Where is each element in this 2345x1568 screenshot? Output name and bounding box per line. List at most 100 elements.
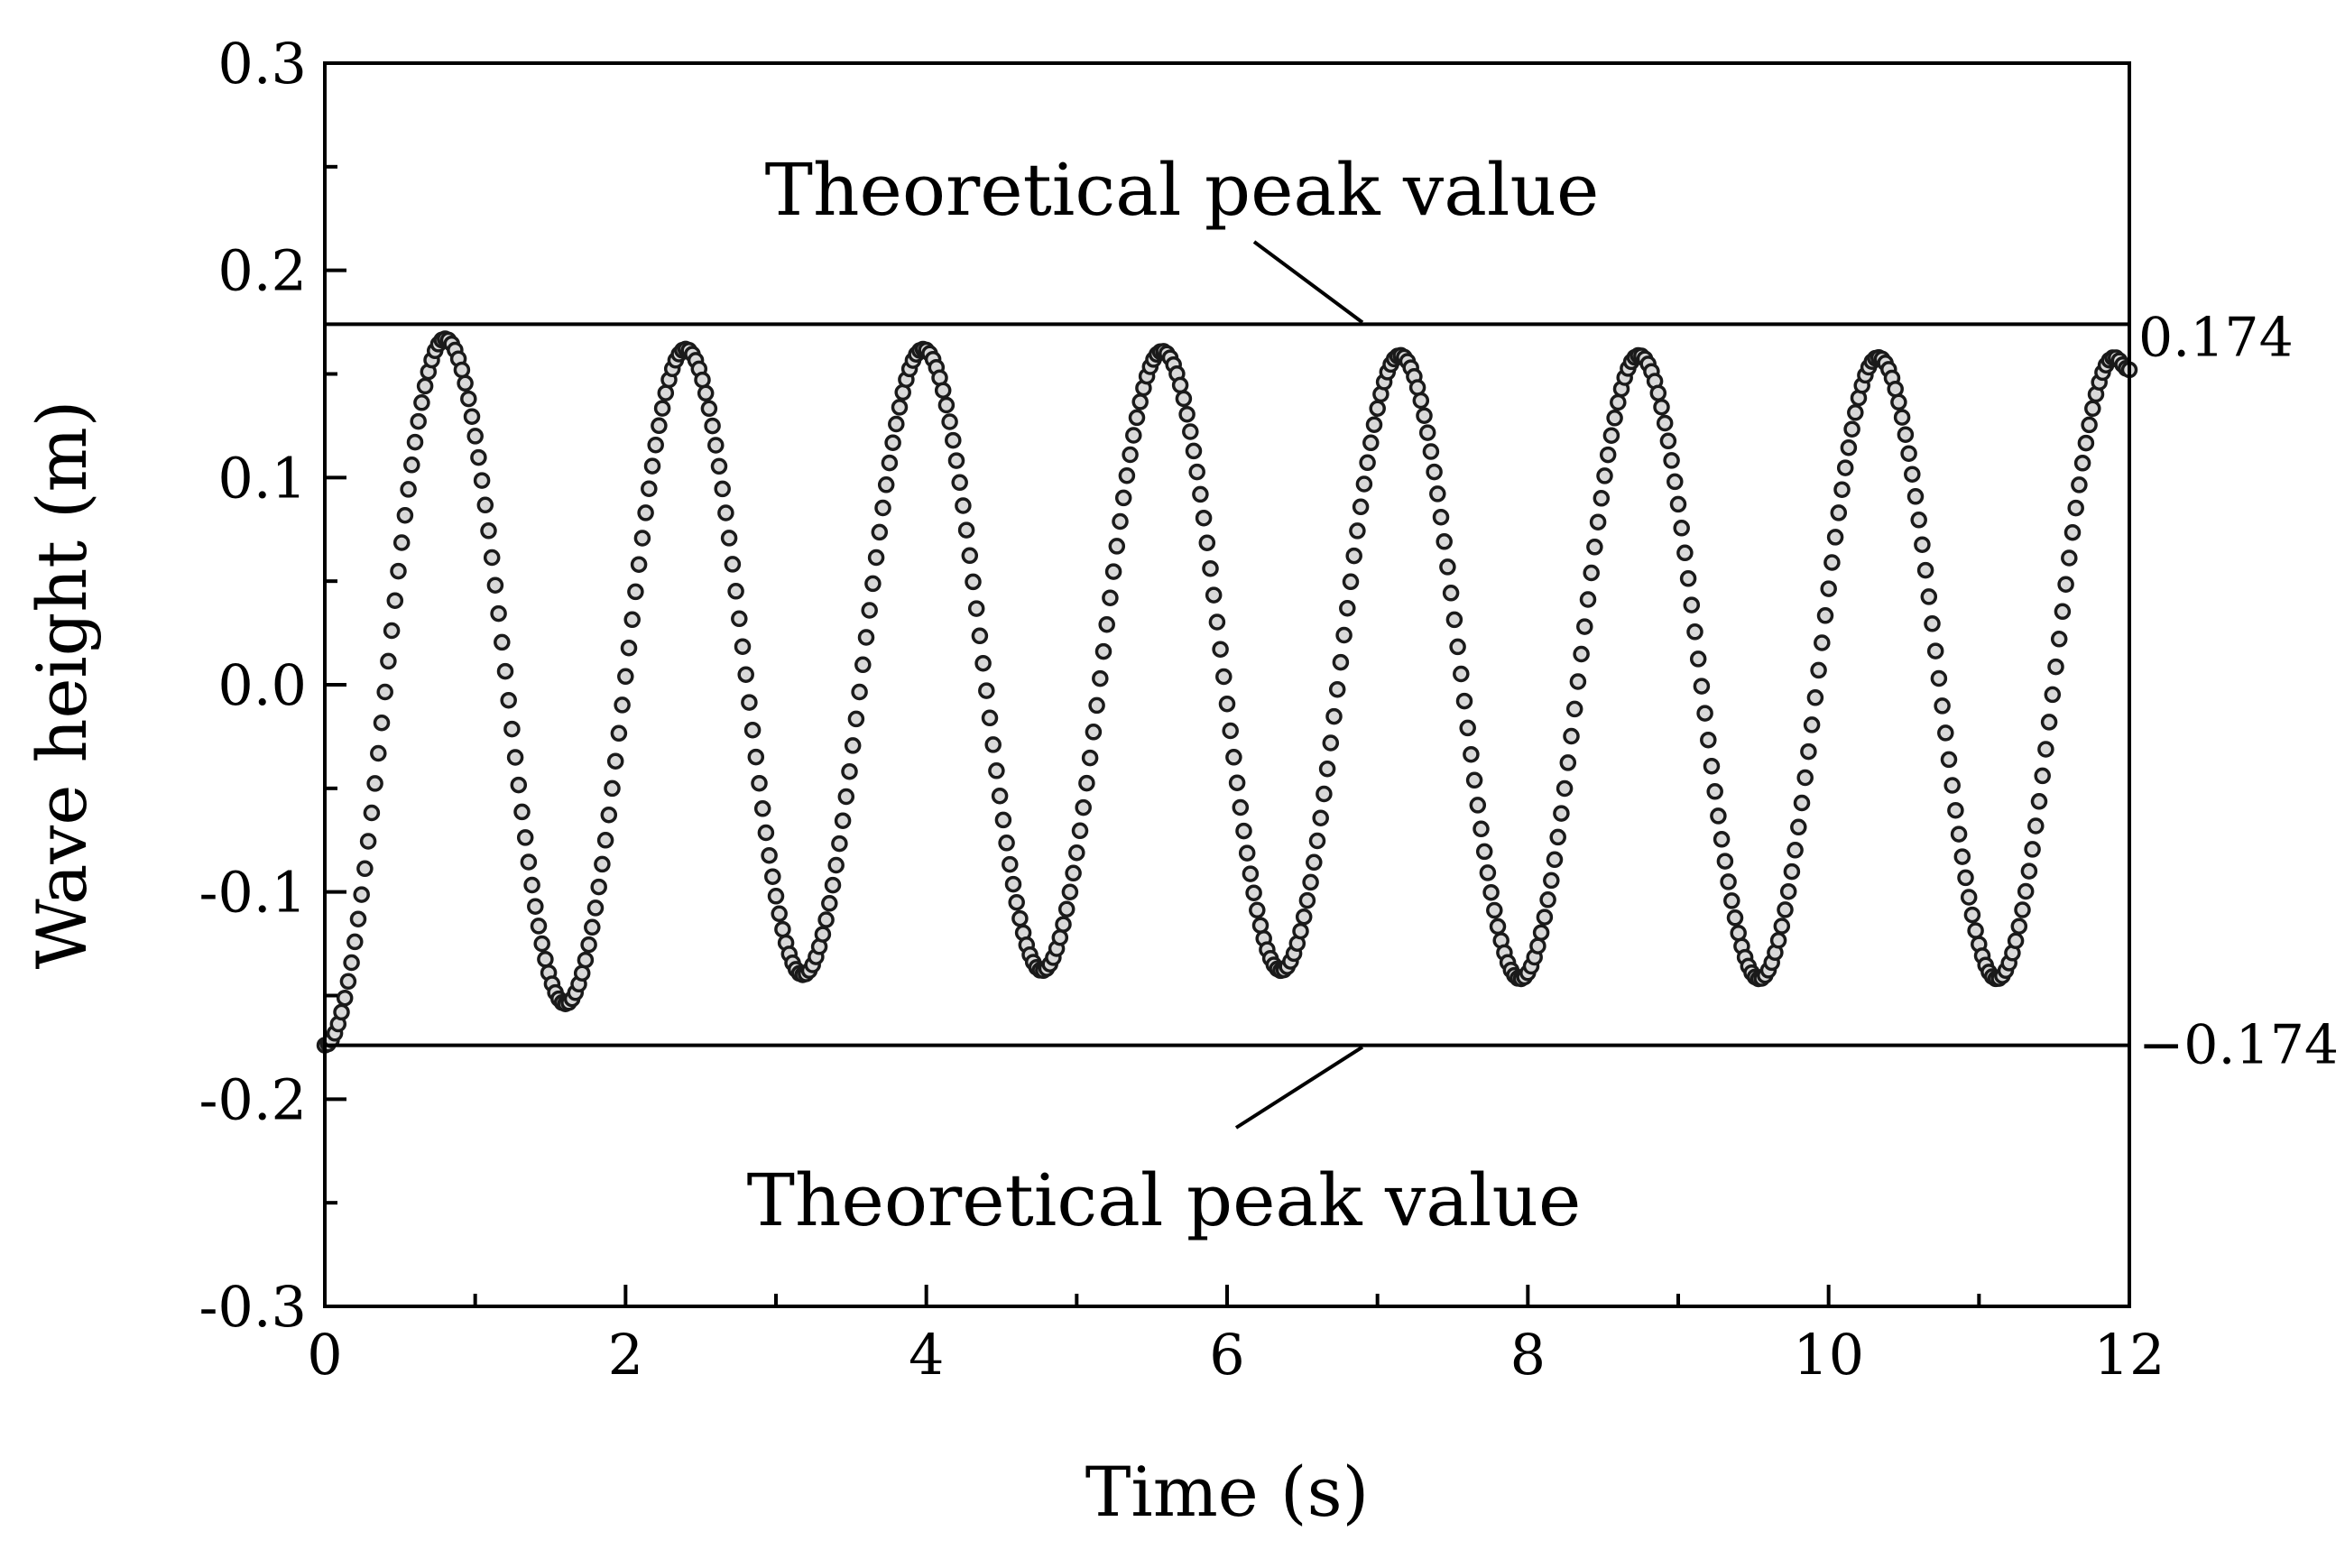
series-marker [1602, 427, 1620, 444]
series-marker [1205, 586, 1223, 604]
series-marker [1963, 906, 1981, 924]
series-marker [877, 476, 895, 493]
series-marker [1004, 875, 1022, 893]
series-marker [814, 926, 832, 943]
series-marker [600, 806, 618, 824]
series-marker [1887, 380, 1904, 398]
series-marker [466, 428, 484, 445]
series-marker [1565, 700, 1583, 718]
y-tick-label: -0.1 [198, 860, 307, 926]
series-marker [510, 776, 528, 794]
series-marker [2047, 658, 2064, 676]
series-marker [955, 497, 972, 514]
series-marker [1539, 891, 1556, 909]
annotation-lower-leader [1234, 1045, 1364, 1130]
series-marker [1445, 611, 1463, 629]
series-marker [761, 846, 778, 864]
series-marker [386, 592, 404, 609]
series-marker [1369, 400, 1386, 417]
series-marker [1251, 917, 1269, 934]
series-marker [1185, 442, 1203, 460]
series-marker [400, 481, 417, 498]
series-marker [1937, 724, 1954, 742]
series-marker [537, 951, 554, 968]
series-marker [584, 918, 601, 936]
series-marker [637, 504, 654, 521]
series-marker [817, 911, 835, 928]
series-marker [1335, 626, 1353, 644]
series-marker [700, 400, 718, 418]
series-marker [500, 691, 517, 709]
series-marker [520, 853, 538, 871]
series-marker [1439, 558, 1456, 576]
series-marker [2024, 841, 2041, 858]
series-marker [630, 556, 648, 573]
series-marker [1071, 822, 1089, 840]
series-marker [694, 371, 711, 389]
series-marker [473, 472, 491, 489]
series-marker [1924, 615, 1941, 632]
series-marker [704, 417, 721, 435]
series-marker [1957, 869, 1974, 887]
series-marker [1532, 924, 1550, 941]
x-tick-label: 6 [1209, 1322, 1244, 1388]
series-marker [1573, 645, 1590, 663]
series-marker [1716, 853, 1734, 870]
series-marker [741, 694, 758, 711]
series-marker [1355, 475, 1373, 493]
series-marker [1322, 734, 1340, 752]
series-marker [1549, 828, 1566, 846]
series-marker [494, 633, 511, 651]
series-marker [333, 1003, 350, 1021]
x-tick-label: 4 [909, 1322, 944, 1388]
series-marker [871, 523, 889, 541]
series-marker [2050, 631, 2068, 648]
series-marker [1786, 842, 1804, 859]
series-marker [339, 973, 357, 991]
series-marker [513, 803, 531, 821]
series-marker [506, 749, 524, 766]
series-marker [620, 639, 638, 657]
series-marker [1679, 570, 1697, 587]
series-marker [2007, 932, 2025, 950]
series-marker [1212, 641, 1229, 658]
series-marker [604, 779, 621, 798]
series-marker [1055, 916, 1072, 933]
series-marker [596, 832, 614, 849]
series-marker [1713, 831, 1731, 848]
series-marker [580, 936, 597, 954]
series-marker [1426, 463, 1443, 481]
series-marker [714, 480, 731, 498]
series-marker [1916, 561, 1934, 579]
series-marker [1352, 498, 1370, 516]
series-marker [1232, 798, 1250, 816]
series-marker [747, 748, 765, 766]
series-marker [573, 964, 591, 982]
series-marker [2063, 523, 2082, 541]
series-marker [827, 856, 845, 874]
series-marker [406, 433, 424, 451]
series-marker [867, 549, 885, 567]
series-marker [994, 811, 1012, 829]
series-marker [1686, 623, 1703, 641]
series-marker [1683, 596, 1701, 613]
series-marker [453, 361, 471, 379]
series-marker [1960, 889, 1978, 906]
series-marker [336, 989, 354, 1007]
series-marker [1459, 719, 1476, 737]
series-marker [1362, 434, 1380, 452]
series-marker [1455, 692, 1473, 710]
series-marker [1098, 615, 1115, 633]
series-marker [1890, 393, 1907, 411]
series-marker [2030, 793, 2048, 810]
series-marker [834, 812, 852, 829]
series-marker [1192, 485, 1209, 503]
series-marker [1934, 697, 1951, 715]
series-marker [1412, 392, 1430, 410]
series-marker [707, 437, 725, 454]
series-marker [2061, 549, 2078, 567]
series-marker [363, 804, 381, 822]
series-marker [380, 652, 397, 670]
series-marker [1553, 805, 1570, 822]
